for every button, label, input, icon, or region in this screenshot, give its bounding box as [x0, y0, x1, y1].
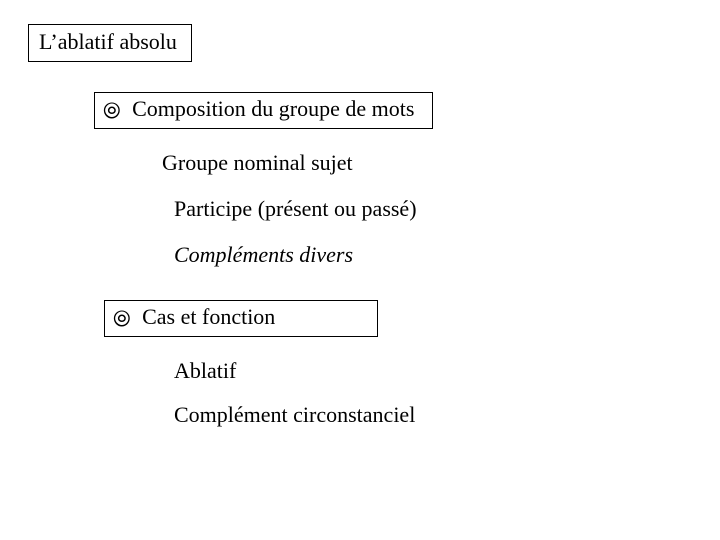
list-item: Groupe nominal sujet [162, 150, 353, 176]
section-composition-label: Composition du groupe de mots [132, 96, 414, 121]
list-item: Compléments divers [174, 242, 353, 268]
section-composition-box: ⦾ Composition du groupe de mots [94, 92, 433, 129]
list-item: Participe (présent ou passé) [174, 196, 417, 222]
item-text: Groupe nominal sujet [162, 150, 353, 175]
list-item: Ablatif [174, 358, 236, 384]
section-cas-box: ⦾ Cas et fonction [104, 300, 378, 337]
item-text: Ablatif [174, 358, 236, 383]
list-item: Complément circonstanciel [174, 402, 415, 428]
slide: L’ablatif absolu ⦾ Composition du groupe… [0, 0, 720, 540]
title-text: L’ablatif absolu [39, 29, 177, 54]
item-text: Compléments divers [174, 242, 353, 267]
item-text: Complément circonstanciel [174, 402, 415, 427]
bullet-icon: ⦾ [103, 98, 121, 124]
item-text: Participe (présent ou passé) [174, 196, 417, 221]
section-cas-label: Cas et fonction [142, 304, 275, 329]
bullet-icon: ⦾ [113, 306, 131, 332]
title-box: L’ablatif absolu [28, 24, 192, 62]
